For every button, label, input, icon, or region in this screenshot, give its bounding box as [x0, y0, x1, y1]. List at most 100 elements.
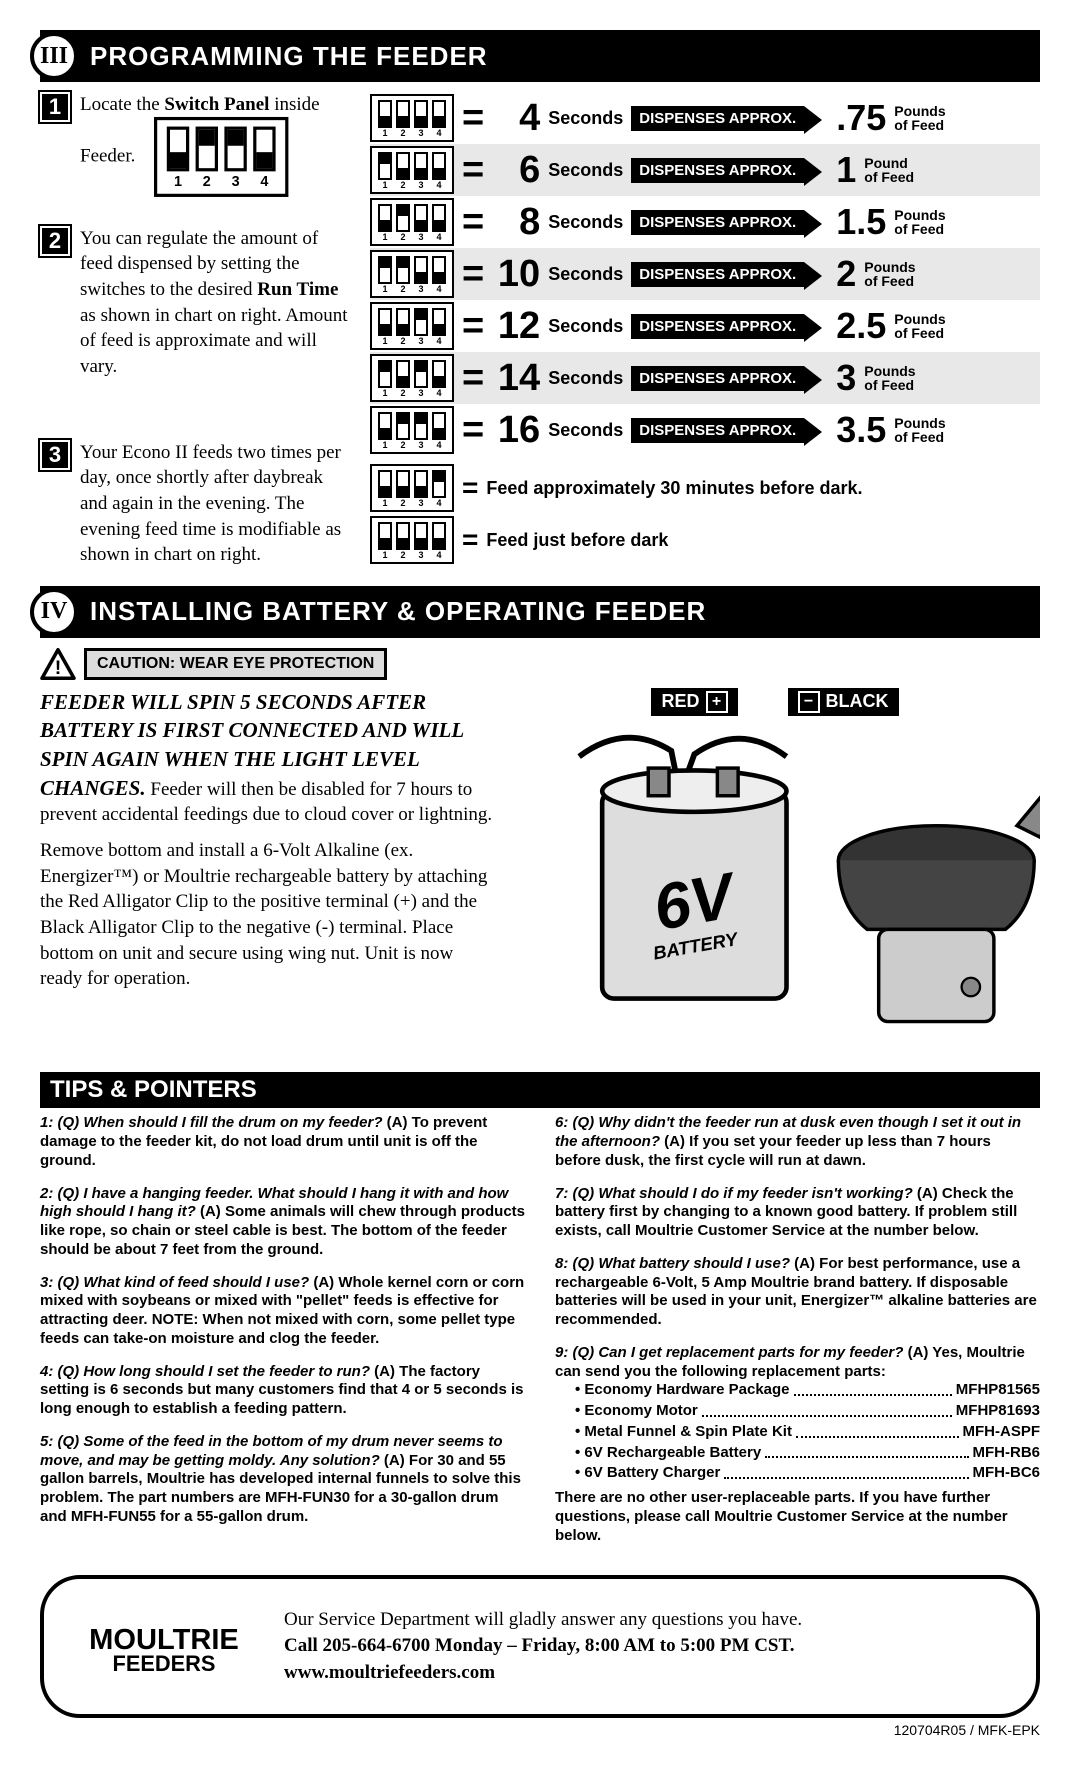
seconds-value: 6 [492, 149, 540, 192]
caution-label: CAUTION: WEAR EYE PROTECTION [84, 648, 387, 680]
tips-title: TIPS & POINTERS [40, 1072, 1040, 1108]
dispense-chart: 1234=4SecondsDISPENSES APPROX..75Poundso… [370, 92, 1040, 456]
amount-unit: Poundsof Feed [894, 312, 945, 340]
equals-icon: = [462, 201, 484, 244]
seconds-label: Seconds [548, 368, 623, 389]
amount-value: 3.5 [836, 409, 886, 451]
switch-panel: 1234 [370, 464, 454, 512]
step-2-text: You can regulate the amount of feed disp… [80, 226, 350, 380]
svg-text:FEEDERS: FEEDERS [113, 1651, 216, 1676]
seconds-label: Seconds [548, 420, 623, 441]
seconds-label: Seconds [548, 264, 623, 285]
evening-chart: 1234= Feed approximately 30 minutes befor… [370, 464, 1040, 564]
amount-value: 2.5 [836, 305, 886, 347]
equals-icon: = [462, 357, 484, 400]
equals-icon: = [462, 149, 484, 192]
switch-panel: 1234 [370, 94, 454, 142]
dispense-arrow: DISPENSES APPROX. [631, 314, 804, 339]
equals-icon: = [462, 305, 484, 348]
footer-contact: Our Service Department will gladly answe… [284, 1607, 1016, 1687]
section-title-3: PROGRAMMING THE FEEDER [78, 41, 488, 72]
amount-value: 3 [836, 357, 856, 399]
switch-panel: 1234 [370, 146, 454, 194]
tip-8: 8: (Q) What battery should I use? (A) Fo… [555, 1255, 1040, 1330]
section-title-4: INSTALLING BATTERY & OPERATING FEEDER [78, 596, 706, 627]
part-item: • Metal Funnel & Spin Plate KitMFH-ASPF [575, 1423, 1040, 1442]
tip-5: 5: (Q) Some of the feed in the bottom of… [40, 1433, 525, 1527]
amount-unit: Poundsof Feed [894, 104, 945, 132]
parts-list: • Economy Hardware PackageMFHP81565• Eco… [575, 1381, 1040, 1483]
seconds-value: 10 [492, 253, 540, 296]
dispense-row: 1234=12SecondsDISPENSES APPROX.2.5Pounds… [370, 300, 1040, 352]
step-3-num: 3 [40, 440, 70, 470]
amount-unit: Poundsof Feed [894, 416, 945, 444]
seconds-label: Seconds [548, 108, 623, 129]
evening-row: 1234= Feed approximately 30 minutes befor… [370, 464, 1040, 512]
tip-6: 6: (Q) Why didn't the feeder run at dusk… [555, 1114, 1040, 1170]
evening-text: Feed just before dark [486, 530, 668, 551]
spin-warning: FEEDER WILL SPIN 5 SECONDS AFTER BATTERY… [40, 688, 500, 828]
step-1-num: 1 [40, 92, 70, 122]
switch-panel-large: 1234 [154, 117, 288, 197]
warning-triangle-icon: ! [40, 648, 76, 680]
seconds-value: 8 [492, 201, 540, 244]
dispense-arrow: DISPENSES APPROX. [631, 262, 804, 287]
evening-text: Feed approximately 30 minutes before dar… [486, 478, 862, 499]
section-number-4: IV [30, 588, 78, 636]
seconds-label: Seconds [548, 160, 623, 181]
equals-icon: = [462, 409, 484, 452]
dispense-arrow: DISPENSES APPROX. [631, 106, 804, 131]
tip-9: 9: (Q) Can I get replacement parts for m… [555, 1344, 1040, 1546]
battery-diagram: RED+ −BLACK 6V BATTERY [510, 688, 1040, 1073]
dispense-arrow: DISPENSES APPROX. [631, 210, 804, 235]
tip-4: 4: (Q) How long should I set the feeder … [40, 1363, 525, 1419]
equals-icon: = [462, 253, 484, 296]
step-3: 3 Your Econo II feeds two times per day,… [40, 440, 350, 568]
black-label: −BLACK [788, 688, 899, 716]
equals-icon: = [462, 472, 478, 504]
switch-panel: 1234 [370, 302, 454, 350]
dispense-row: 1234=8 Seconds DISPENSES APPROX. 1.5 Poundso… [370, 196, 1040, 248]
seconds-label: Seconds [548, 316, 623, 337]
switch-panel: 1234 [370, 354, 454, 402]
switch-panel: 1234 [370, 516, 454, 564]
seconds-label: Seconds [548, 212, 623, 233]
step-2-num: 2 [40, 226, 70, 256]
section-header-programming: III PROGRAMMING THE FEEDER [40, 30, 1040, 82]
moultrie-logo: #1 SELLING GAME FEEDER MOULTRIE FEEDERS … [64, 1589, 264, 1703]
step-3-text: Your Econo II feeds two times per day, o… [80, 440, 350, 568]
equals-icon: = [462, 524, 478, 556]
seconds-value: 16 [492, 409, 540, 452]
dispense-row: 1234=16 Seconds DISPENSES APPROX. 3.5 Pounds… [370, 404, 1040, 456]
minus-icon: − [798, 691, 820, 713]
amount-unit: Poundof Feed [864, 156, 914, 184]
equals-icon: = [462, 97, 484, 140]
red-label: RED+ [651, 688, 737, 716]
footer-box: #1 SELLING GAME FEEDER MOULTRIE FEEDERS … [40, 1575, 1040, 1717]
switch-panel: 1234 [370, 250, 454, 298]
amount-value: 1.5 [836, 201, 886, 243]
amount-value: 2 [836, 253, 856, 295]
amount-value: 1 [836, 149, 856, 191]
tip-7: 7: (Q) What should I do if my feeder isn… [555, 1185, 1040, 1241]
tip-3: 3: (Q) What kind of feed should I use? (… [40, 1274, 525, 1349]
document-code: 120704R05 / MFK-EPK [40, 1722, 1040, 1738]
part-item: • 6V Battery ChargerMFH-BC6 [575, 1464, 1040, 1483]
part-item: • 6V Rechargeable BatteryMFH-RB6 [575, 1444, 1040, 1463]
dispense-row: 1234=4SecondsDISPENSES APPROX..75Poundso… [370, 92, 1040, 144]
tip-2: 2: (Q) I have a hanging feeder. What sho… [40, 1185, 525, 1260]
dispense-arrow: DISPENSES APPROX. [631, 418, 804, 443]
amount-unit: Poundsof Feed [864, 364, 915, 392]
switch-panel: 1234 [370, 406, 454, 454]
dispense-row: 1234=6SecondsDISPENSES APPROX.1Poundof F… [370, 144, 1040, 196]
section-header-battery: IV INSTALLING BATTERY & OPERATING FEEDER [40, 586, 1040, 638]
part-item: • Economy MotorMFHP81693 [575, 1402, 1040, 1421]
switch-panel: 1234 [370, 198, 454, 246]
amount-unit: Poundsof Feed [894, 208, 945, 236]
seconds-value: 14 [492, 357, 540, 400]
evening-row: 1234= Feed just before dark [370, 516, 1040, 564]
plus-icon: + [706, 691, 728, 713]
dispense-row: 1234=10SecondsDISPENSES APPROX.2Poundsof… [370, 248, 1040, 300]
tip-1: 1: (Q) When should I fill the drum on my… [40, 1114, 525, 1170]
seconds-value: 4 [492, 97, 540, 140]
